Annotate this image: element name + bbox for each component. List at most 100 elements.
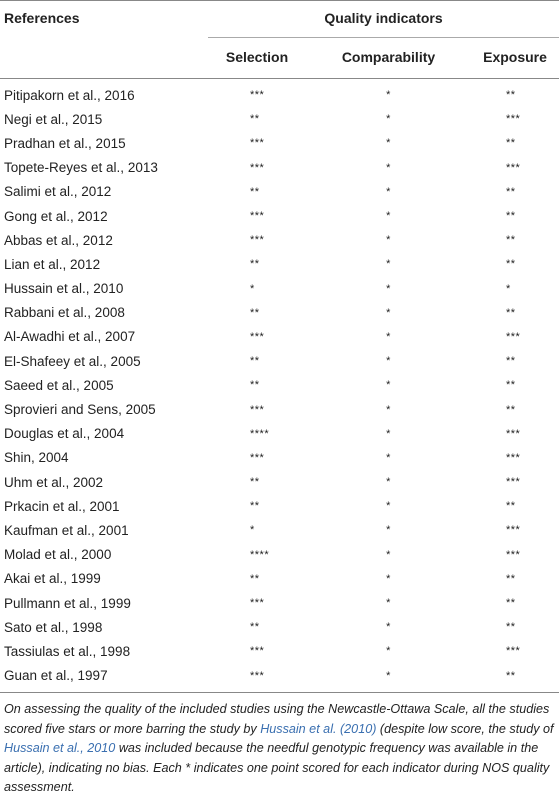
exposure-cell: ** <box>506 403 516 416</box>
table-body: Pitipakorn et al., 2016 *** * ** Negi et al.… <box>0 79 559 688</box>
selection-cell: ** <box>250 379 260 392</box>
table-row: Lian et al., 2012 ** * ** <box>0 252 559 276</box>
reference-cell: Sato et al., 1998 <box>4 619 103 635</box>
header-selection: Selection <box>225 48 289 65</box>
reference-cell: El-Shafeey et al., 2005 <box>4 353 141 369</box>
comparability-cell: * <box>386 500 391 513</box>
selection-cell: ** <box>250 500 260 513</box>
table-header: References Quality indicators Selection … <box>0 0 559 79</box>
exposure-cell: *** <box>506 645 521 658</box>
table-row: Uhm et al., 2002 ** * *** <box>0 470 559 494</box>
comparability-cell: * <box>386 282 391 295</box>
selection-cell: *** <box>250 645 265 658</box>
reference-cell: Rabbani et al., 2008 <box>4 305 125 321</box>
reference-cell: Negi et al., 2015 <box>4 111 103 127</box>
reference-cell: Topete-Reyes et al., 2013 <box>4 160 158 176</box>
selection-cell: *** <box>250 403 265 416</box>
selection-cell: **** <box>250 548 270 561</box>
table-row: Kaufman et al., 2001 * * *** <box>0 518 559 542</box>
comparability-cell: * <box>386 669 391 682</box>
footnote-link-hussain-2010-b[interactable]: Hussain et al., 2010 <box>4 741 116 755</box>
table-footnote: On assessing the quality of the included… <box>4 700 556 798</box>
bottom-rule <box>0 692 559 693</box>
exposure-cell: ** <box>506 137 516 150</box>
comparability-cell: * <box>386 113 391 126</box>
footnote-text-1: On assessing the quality of the included… <box>4 702 550 736</box>
reference-cell: Lian et al., 2012 <box>4 256 101 272</box>
exposure-cell: *** <box>506 113 521 126</box>
reference-cell: Al-Awadhi et al., 2007 <box>4 329 136 345</box>
comparability-cell: * <box>386 621 391 634</box>
selection-cell: *** <box>250 597 265 610</box>
reference-cell: Gong et al., 2012 <box>4 208 108 224</box>
reference-cell: Uhm et al., 2002 <box>4 474 104 490</box>
comparability-cell: * <box>386 597 391 610</box>
exposure-cell: ** <box>506 89 516 102</box>
exposure-cell: ** <box>506 379 516 392</box>
table-row: El-Shafeey et al., 2005 ** * ** <box>0 349 559 373</box>
table-row: Guan et al., 1997 *** * ** <box>0 664 559 688</box>
exposure-cell: ** <box>506 306 516 319</box>
exposure-cell: ** <box>506 355 516 368</box>
reference-cell: Guan et al., 1997 <box>4 668 108 684</box>
selection-cell: *** <box>250 161 265 174</box>
table-row: Douglas et al., 2004 **** * *** <box>0 422 559 446</box>
table-row: Saeed et al., 2005 ** * ** <box>0 373 559 397</box>
table-row: Prkacin et al., 2001 ** * ** <box>0 494 559 518</box>
comparability-cell: * <box>386 258 391 271</box>
table-row: Molad et al., 2000 **** * *** <box>0 543 559 567</box>
reference-cell: Shin, 2004 <box>4 450 69 466</box>
exposure-cell: *** <box>506 330 521 343</box>
selection-cell: *** <box>250 669 265 682</box>
reference-cell: Pullmann et al., 1999 <box>4 595 131 611</box>
selection-cell: ** <box>250 258 260 271</box>
table-row: Tassiulas et al., 1998 *** * *** <box>0 639 559 663</box>
selection-cell: *** <box>250 137 265 150</box>
comparability-cell: * <box>386 355 391 368</box>
selection-cell: ** <box>250 113 260 126</box>
header-quality-indicators: Quality indicators <box>324 9 443 26</box>
reference-cell: Tassiulas et al., 1998 <box>4 643 131 659</box>
footnote-link-hussain-2010[interactable]: Hussain et al. (2010) <box>260 721 377 736</box>
table-row: Abbas et al., 2012 *** * ** <box>0 228 559 252</box>
table-row: Pradhan et al., 2015 *** * ** <box>0 131 559 155</box>
reference-cell: Prkacin et al., 2001 <box>4 498 120 514</box>
exposure-cell: *** <box>506 524 521 537</box>
table-row: Salimi et al., 2012 ** * ** <box>0 180 559 204</box>
footnote-text-3: was included because the needful genotyp… <box>4 741 550 794</box>
table-row: Pitipakorn et al., 2016 *** * ** <box>0 83 559 107</box>
comparability-cell: * <box>386 524 391 537</box>
selection-cell: *** <box>250 330 265 343</box>
footnote-text-2: (despite low score, the study of <box>376 721 554 736</box>
comparability-cell: * <box>386 210 391 223</box>
exposure-cell: *** <box>506 476 521 489</box>
comparability-cell: * <box>386 161 391 174</box>
header-references: References <box>4 9 80 26</box>
selection-cell: *** <box>250 234 265 247</box>
exposure-cell: ** <box>506 597 516 610</box>
table-row: Shin, 2004 *** * *** <box>0 446 559 470</box>
comparability-cell: * <box>386 89 391 102</box>
reference-cell: Pitipakorn et al., 2016 <box>4 87 135 103</box>
selection-cell: * <box>250 282 255 295</box>
comparability-cell: * <box>386 572 391 585</box>
comparability-cell: * <box>386 548 391 561</box>
exposure-cell: ** <box>506 258 516 271</box>
exposure-cell: *** <box>506 548 521 561</box>
selection-cell: ** <box>250 572 260 585</box>
selection-cell: * <box>250 524 255 537</box>
exposure-cell: ** <box>506 572 516 585</box>
selection-cell: ** <box>250 355 260 368</box>
reference-cell: Pradhan et al., 2015 <box>4 135 126 151</box>
comparability-cell: * <box>386 234 391 247</box>
selection-cell: ** <box>250 476 260 489</box>
table-row: Gong et al., 2012 *** * ** <box>0 204 559 228</box>
reference-cell: Sprovieri and Sens, 2005 <box>4 402 156 418</box>
selection-cell: *** <box>250 89 265 102</box>
exposure-cell: ** <box>506 185 516 198</box>
selection-cell: *** <box>250 451 265 464</box>
table-row: Rabbani et al., 2008 ** * ** <box>0 301 559 325</box>
reference-cell: Salimi et al., 2012 <box>4 184 112 200</box>
reference-cell: Saeed et al., 2005 <box>4 377 114 393</box>
